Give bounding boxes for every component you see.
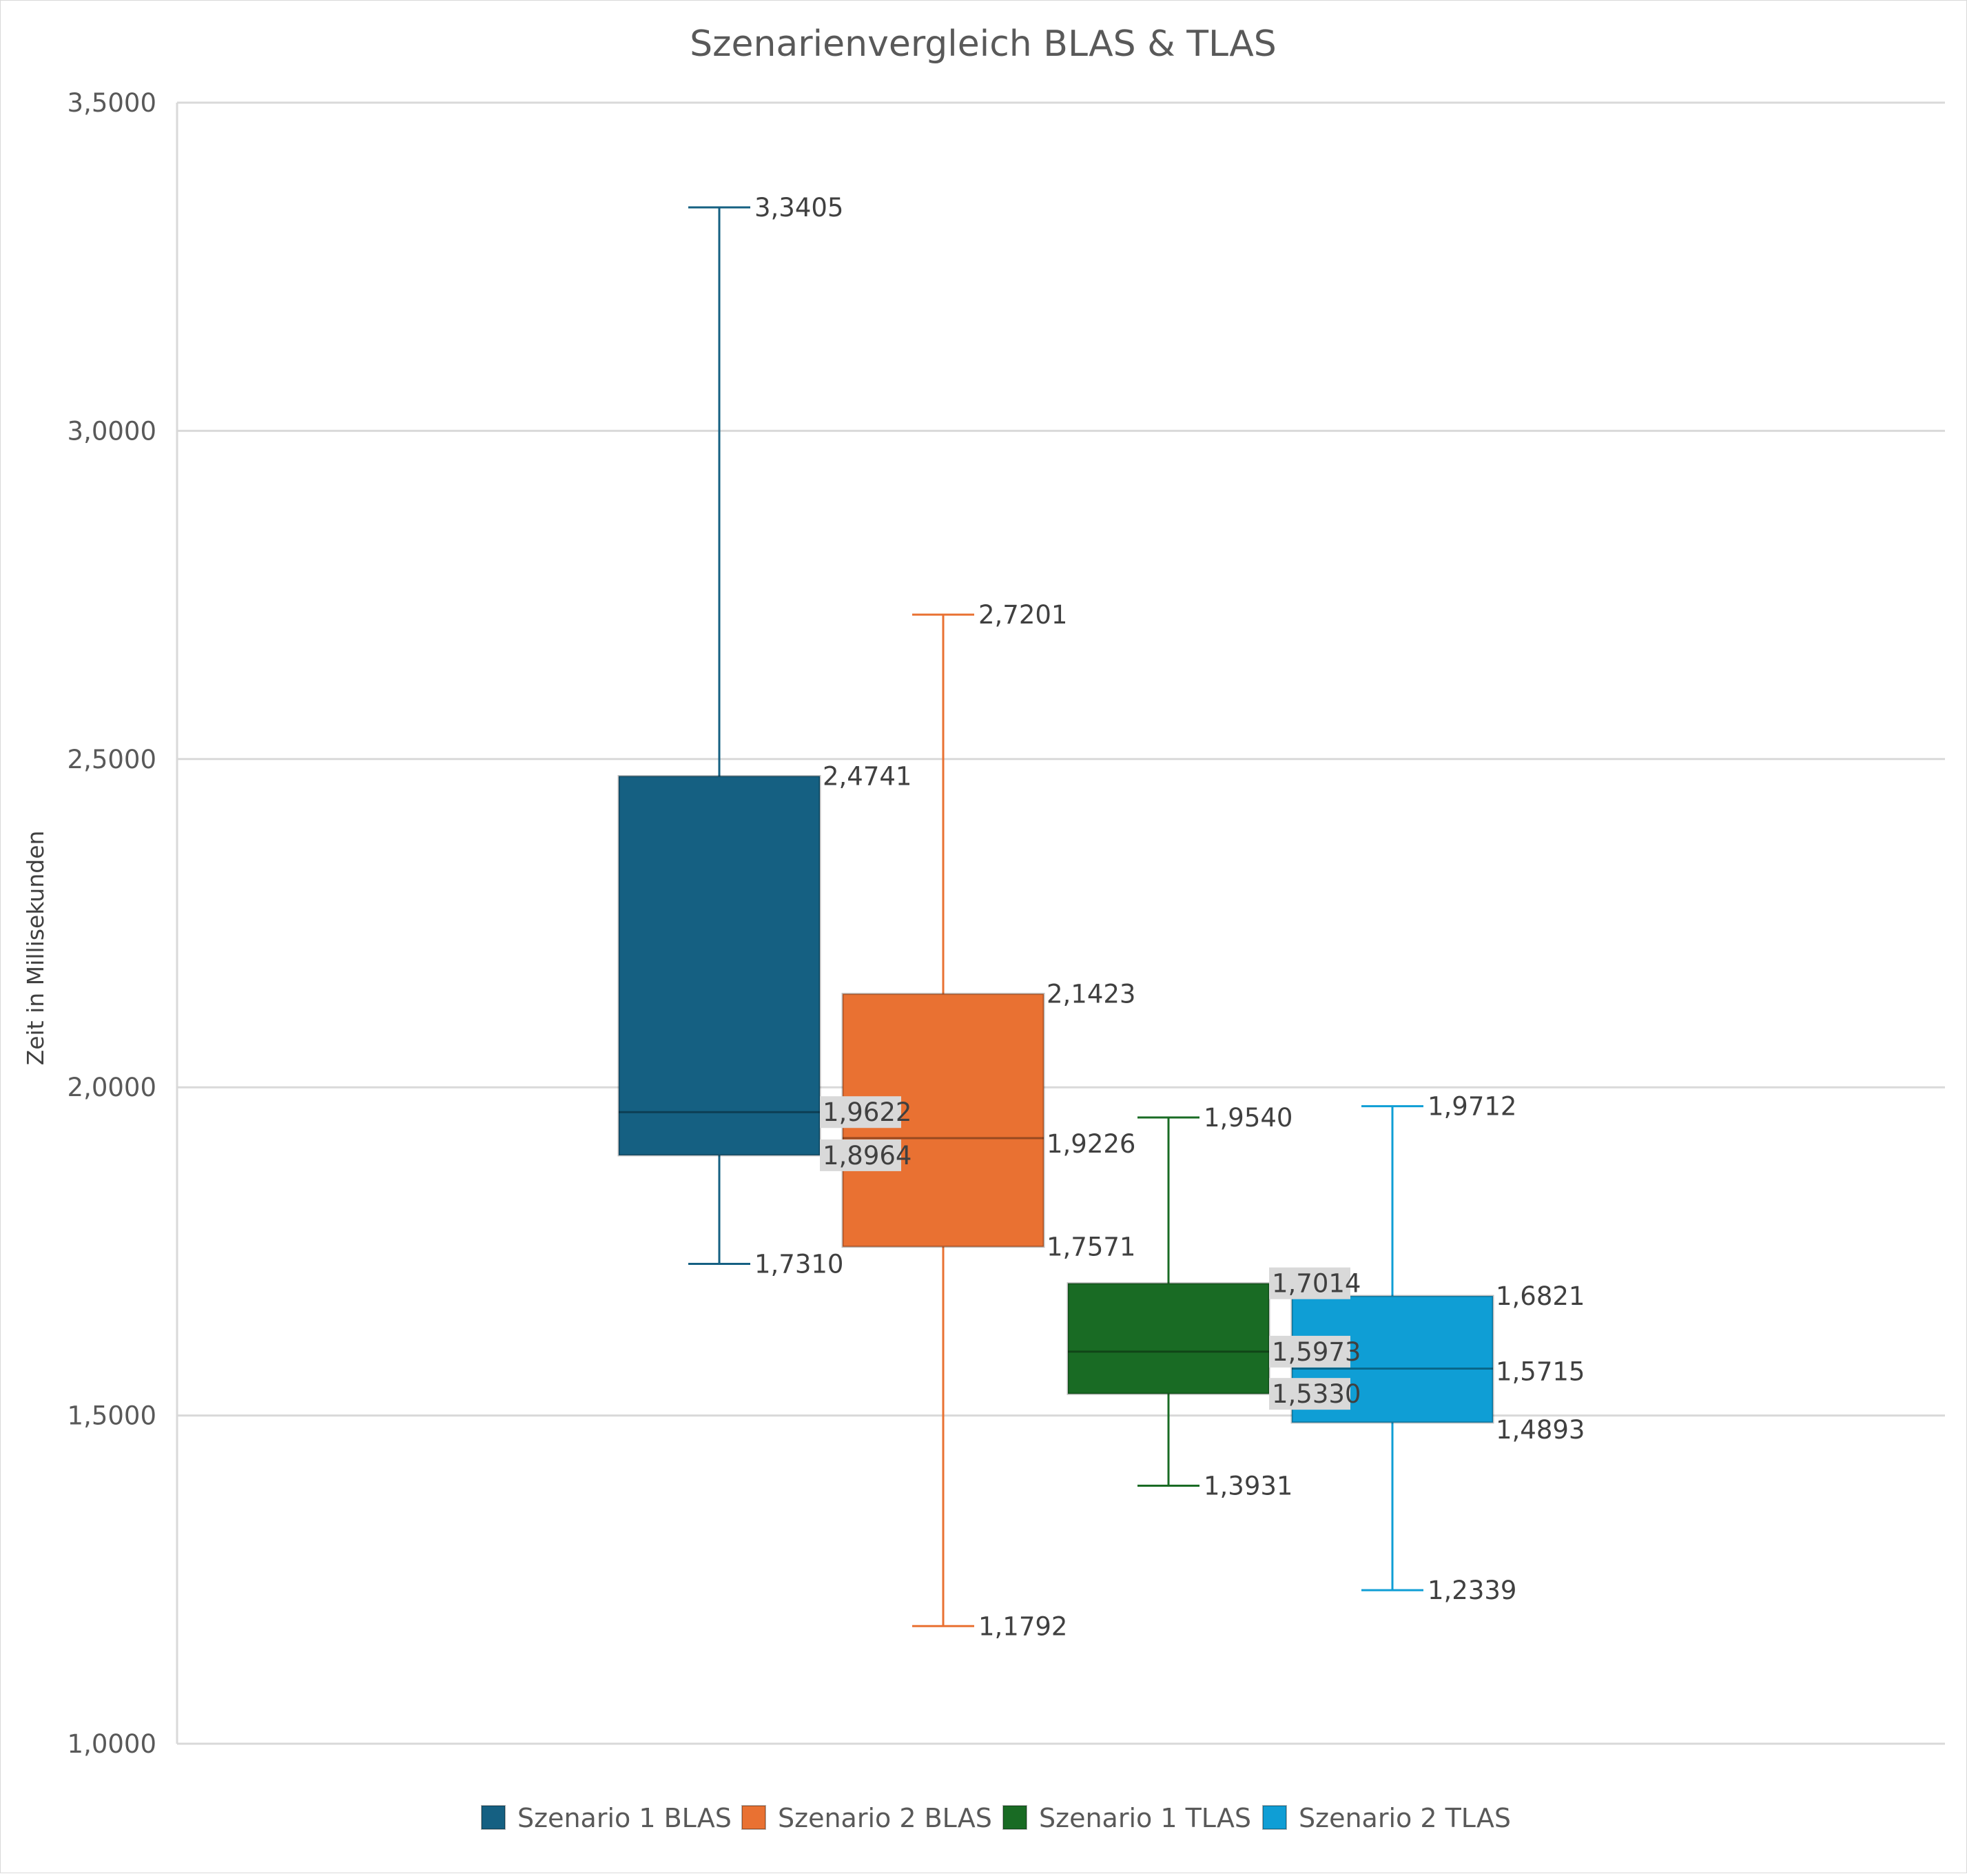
y-tick-label: 2,0000 [68,1073,156,1102]
iqr-box [617,774,821,1157]
legend-swatch [1262,1805,1287,1830]
box-szenario-1-tlas [1067,1116,1270,1487]
data-label: 1,7014 [1272,1269,1361,1299]
legend-item: Szenario 2 BLAS [741,1803,992,1833]
legend-label: Szenario 2 TLAS [1299,1803,1511,1833]
grid-layer: 1,0000 1,5000 2,0000 2,5000 3,0000 3,5000 [68,88,1945,1759]
data-label: 1,7310 [754,1250,843,1279]
legend-item: Szenario 1 TLAS [1002,1803,1251,1833]
data-label-background [820,1139,901,1171]
data-label: 1,9540 [1204,1103,1293,1133]
data-label: 1,9622 [823,1097,912,1127]
box-szenario-1-blas [617,206,821,1266]
legend-item: Szenario 2 TLAS [1262,1803,1511,1833]
data-label: 1,7571 [1047,1233,1135,1262]
data-label: 1,9226 [1047,1129,1135,1159]
data-label-background [1269,1335,1350,1368]
data-label-background [1269,1267,1350,1299]
boxes-layer [617,206,1494,1627]
y-tick-label: 3,5000 [68,88,156,118]
y-axis-label: Zeit in Millisekunden [22,831,49,1066]
legend-label: Szenario 1 BLAS [517,1803,732,1833]
data-label: 2,4741 [823,761,912,791]
legend-swatch [1002,1805,1027,1830]
legend-item: Szenario 1 BLAS [481,1803,732,1833]
data-label: 1,4893 [1496,1415,1585,1445]
data-label: 1,5330 [1272,1379,1361,1409]
y-tick-label: 2,5000 [68,745,156,774]
y-tick-label: 1,0000 [68,1729,156,1759]
data-label-background [820,1096,901,1128]
data-label: 2,1423 [1047,980,1135,1009]
legend-label: Szenario 1 TLAS [1039,1803,1251,1833]
data-labels-layer: 3,3405 1,7310 2,4741 1,9622 1,8964 2,7201 1,17… [754,193,1585,1641]
y-tick-label: 3,0000 [68,416,156,446]
legend-label: Szenario 2 BLAS [778,1803,992,1833]
data-label: 1,2339 [1428,1576,1516,1605]
iqr-box [1067,1282,1270,1395]
legend-swatch [741,1805,766,1830]
data-label: 1,9712 [1428,1092,1516,1122]
data-label: 3,3405 [754,193,843,223]
data-label: 1,5973 [1272,1337,1361,1367]
legend: Szenario 1 BLAS Szenario 2 BLAS Szenario 1… [481,1803,1511,1833]
data-label: 2,7201 [978,600,1067,630]
data-label: 1,3931 [1204,1471,1293,1501]
data-label: 1,6821 [1496,1281,1585,1311]
legend-swatch [481,1805,506,1830]
data-label: 1,1792 [978,1611,1067,1641]
chart-title: Szenarienvergleich BLAS & TLAS [690,23,1277,65]
y-tick-label: 1,5000 [68,1401,156,1431]
data-label-background [1269,1378,1350,1410]
data-label: 1,8964 [823,1141,912,1171]
data-label: 1,5715 [1496,1357,1585,1386]
